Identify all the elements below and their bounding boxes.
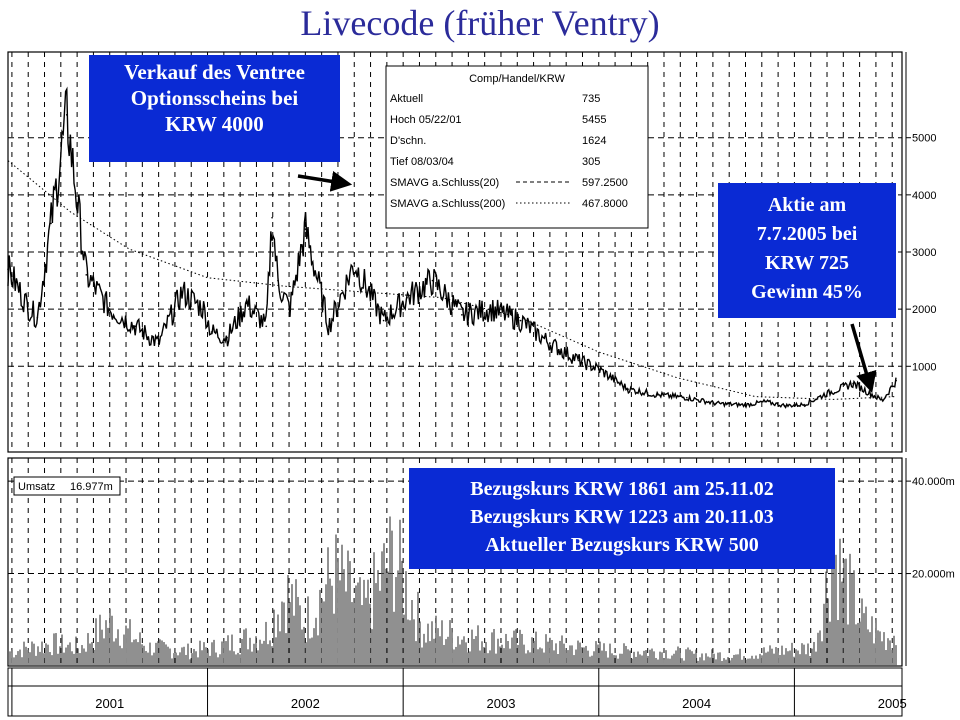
info-box-label: D'schn. (390, 135, 426, 147)
price-point (265, 325, 268, 328)
price-point (245, 302, 248, 305)
arrow-stock (850, 323, 877, 394)
price-tick-label: 2000 (912, 304, 936, 316)
volume-box-value: 16.977m (70, 481, 113, 493)
price-point (822, 394, 825, 396)
volume-bars (9, 516, 897, 666)
price-point (764, 400, 766, 403)
callout-stock-line: Gewinn 45% (751, 281, 863, 303)
price-point (490, 308, 492, 310)
price-point (328, 325, 330, 328)
price-point (181, 291, 183, 293)
info-box-frame (385, 65, 649, 229)
price-point (461, 314, 463, 316)
price-point (744, 404, 747, 406)
sma200-line (7, 160, 897, 400)
info-box-label: Hoch 05/22/01 (390, 114, 462, 126)
price-point (549, 342, 551, 345)
callout-sale: Verkauf des Ventree Optionsscheins bei K… (89, 55, 340, 162)
callout-sale-line: KRW 4000 (165, 112, 264, 136)
price-point (803, 403, 805, 406)
stock-chart: 1000 2000 3000 4000 5000 20.000m 40.000m 2001 20… (7, 51, 955, 717)
price-line (7, 86, 897, 409)
price-point (656, 394, 659, 396)
info-box-header: Comp/Handel/KRW (469, 73, 565, 85)
price-point (271, 216, 273, 219)
volume-panel-frame (7, 457, 903, 667)
info-box-value: 1624 (582, 135, 606, 147)
callout-strike-line: Aktueller Bezugskurs KRW 500 (485, 534, 759, 556)
price-point (304, 228, 307, 230)
info-box-label: SMAVG a.Schluss(20) (390, 177, 499, 189)
volume-tick-label: 20.000m (912, 569, 955, 581)
price-point (26, 305, 29, 308)
price-point (895, 379, 897, 382)
page-title: Livecode (früher Ventry) (300, 3, 660, 43)
price-point (36, 316, 39, 319)
callout-stock-line: Aktie am (767, 194, 847, 216)
price-point (50, 222, 52, 225)
year-label: 2001 (95, 696, 124, 711)
price-point (382, 319, 385, 322)
price-point (108, 308, 111, 310)
axis-ticks: 1000 2000 3000 4000 5000 20.000m 40.000m 2001 20… (11, 133, 955, 716)
volume-tick-label: 40.000m (912, 476, 955, 488)
info-box-value: 597.2500 (582, 177, 628, 189)
info-box-label: SMAVG a.Schluss(200) (390, 198, 505, 210)
price-lines (7, 86, 897, 409)
volume-box-label: Umsatz (18, 481, 55, 493)
year-label: 2005 (878, 696, 907, 711)
price-point (134, 325, 136, 328)
price-point (406, 296, 408, 299)
price-point (288, 308, 291, 310)
price-tick-label: 3000 (912, 247, 936, 259)
price-point (7, 268, 9, 270)
price-point (686, 396, 688, 399)
callout-strike-line: Bezugskurs KRW 1223 am 20.11.03 (470, 506, 774, 528)
price-point (65, 114, 68, 116)
price-tick-label: 4000 (912, 190, 936, 202)
price-point (715, 402, 717, 405)
price-point (627, 388, 629, 390)
price-point (431, 279, 434, 282)
price-point (202, 308, 205, 310)
info-box-value: 467.8000 (582, 198, 628, 210)
price-point (157, 342, 160, 345)
year-axis-frame (7, 667, 903, 717)
info-box: Comp/Handel/KRW Aktuell 735 Hoch 05/22/01 54… (13, 65, 649, 496)
price-tick-label: 5000 (912, 133, 936, 145)
callout-sale-line: Verkauf des Ventree (124, 60, 305, 84)
volume-box (13, 476, 121, 496)
info-box-value: 5455 (582, 114, 606, 126)
price-point (852, 382, 854, 385)
info-box-label: Aktuell (390, 93, 423, 105)
price-point (277, 279, 279, 282)
price-point (881, 399, 884, 402)
price-point (85, 274, 88, 276)
callout-sale-line: Optionsscheins bei (130, 86, 299, 110)
arrow-sale (297, 170, 353, 192)
price-point (226, 336, 228, 339)
info-box-value: 735 (582, 93, 600, 105)
price-point (783, 404, 786, 407)
price-point (353, 262, 356, 265)
year-label: 2003 (487, 696, 516, 711)
callout-stock-line: KRW 725 (765, 252, 849, 274)
callout-strike: Bezugskurs KRW 1861 am 25.11.02 Bezugsku… (409, 468, 835, 569)
year-label: 2004 (682, 696, 711, 711)
price-point (519, 319, 522, 322)
callout-arrows (297, 170, 877, 394)
info-box-value: 305 (582, 156, 600, 168)
info-box-label: Tief 08/03/04 (390, 156, 454, 168)
price-point (281, 291, 283, 293)
price-tick-label: 1000 (912, 361, 936, 373)
callout-stock: Aktie am 7.7.2005 bei KRW 725 Gewinn 45% (718, 183, 896, 318)
price-point (210, 331, 213, 333)
price-point (597, 368, 600, 370)
callout-stock-line: 7.7.2005 bei (756, 223, 858, 245)
callout-strike-line: Bezugskurs KRW 1861 am 25.11.02 (470, 478, 774, 500)
year-label: 2002 (291, 696, 320, 711)
price-point (578, 359, 581, 362)
